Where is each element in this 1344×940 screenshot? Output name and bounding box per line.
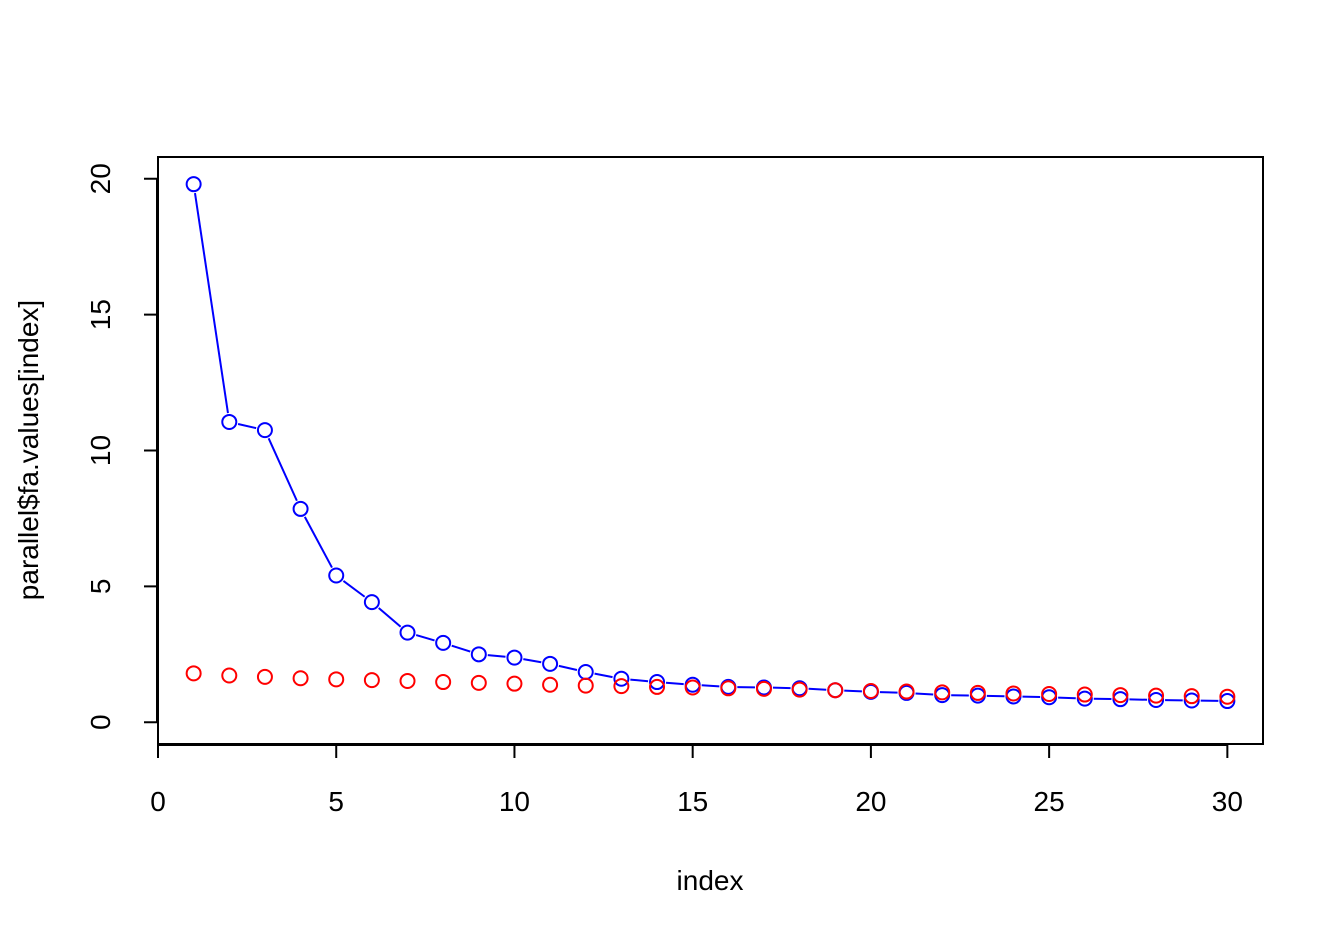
data-point bbox=[827, 682, 844, 699]
series-segment bbox=[378, 607, 402, 628]
data-point bbox=[613, 678, 630, 695]
series-segment bbox=[451, 644, 471, 653]
series-segment bbox=[879, 691, 898, 694]
data-point bbox=[221, 413, 238, 430]
data-point bbox=[1183, 692, 1200, 709]
y-tick-label: 10 bbox=[85, 435, 116, 466]
x-tick-label: 15 bbox=[677, 786, 708, 817]
data-point bbox=[649, 678, 666, 695]
x-axis: 0 5 10 15 20 25 30 bbox=[150, 744, 1243, 817]
series-segment bbox=[487, 654, 506, 658]
y-tick-label: 5 bbox=[85, 579, 116, 595]
data-point bbox=[185, 176, 202, 193]
data-point bbox=[328, 671, 345, 688]
data-point bbox=[1183, 688, 1200, 705]
data-point bbox=[1041, 689, 1058, 706]
series-layer bbox=[185, 176, 1236, 710]
data-point bbox=[256, 668, 273, 685]
series-segment bbox=[665, 681, 684, 686]
data-point bbox=[256, 422, 273, 439]
x-tick-label: 25 bbox=[1034, 786, 1065, 817]
data-point bbox=[969, 684, 986, 701]
data-point bbox=[1005, 685, 1022, 702]
data-point bbox=[755, 680, 772, 697]
y-tick-label: 20 bbox=[85, 163, 116, 194]
data-point bbox=[1219, 693, 1236, 710]
data-point bbox=[1041, 685, 1058, 702]
data-point bbox=[435, 634, 452, 651]
data-point bbox=[221, 667, 238, 684]
data-point bbox=[185, 665, 202, 682]
data-point bbox=[577, 677, 594, 694]
x-axis-label: index bbox=[677, 865, 744, 896]
data-point bbox=[399, 624, 416, 641]
data-point bbox=[684, 679, 701, 696]
series-segment bbox=[303, 516, 333, 569]
data-point bbox=[363, 672, 380, 689]
data-point bbox=[1148, 687, 1165, 704]
data-point bbox=[862, 683, 879, 700]
x-tick-label: 0 bbox=[150, 786, 166, 817]
x-tick-label: 20 bbox=[855, 786, 886, 817]
y-axis: 0 5 10 15 20 bbox=[85, 163, 158, 730]
data-point bbox=[934, 684, 951, 701]
data-point bbox=[292, 670, 309, 687]
series-segment bbox=[1058, 696, 1076, 700]
x-tick-label: 5 bbox=[328, 786, 344, 817]
y-tick-label: 15 bbox=[85, 299, 116, 330]
data-point bbox=[1148, 691, 1165, 708]
series-segment bbox=[915, 692, 934, 696]
data-point bbox=[613, 670, 630, 687]
series-segment bbox=[701, 684, 720, 688]
series-segment bbox=[844, 689, 862, 693]
series-segment bbox=[415, 634, 435, 642]
series-segment bbox=[267, 437, 298, 502]
series-segment bbox=[630, 678, 649, 683]
series-segment bbox=[342, 580, 366, 598]
series-segment bbox=[558, 664, 578, 671]
y-tick-label: 0 bbox=[85, 714, 116, 730]
plot-box bbox=[157, 156, 1264, 745]
data-point bbox=[577, 663, 594, 680]
data-point bbox=[292, 500, 309, 517]
data-point bbox=[470, 646, 487, 663]
series-segment bbox=[193, 192, 229, 414]
data-point bbox=[328, 567, 345, 584]
series-1 bbox=[185, 176, 1236, 710]
data-point bbox=[1112, 691, 1129, 708]
x-tick-label: 10 bbox=[499, 786, 530, 817]
data-point bbox=[542, 676, 559, 693]
data-point bbox=[898, 683, 915, 700]
data-point bbox=[649, 674, 666, 691]
data-point bbox=[506, 675, 523, 692]
series-2 bbox=[185, 665, 1236, 705]
data-point bbox=[720, 680, 737, 697]
data-point bbox=[1076, 686, 1093, 703]
data-point bbox=[363, 594, 380, 611]
data-point bbox=[1219, 688, 1236, 705]
data-point bbox=[399, 672, 416, 689]
data-point bbox=[435, 674, 452, 691]
data-point bbox=[470, 674, 487, 691]
data-point bbox=[542, 655, 559, 672]
data-point bbox=[506, 649, 523, 666]
data-point bbox=[1112, 687, 1129, 704]
series-segment bbox=[808, 687, 827, 691]
series-segment bbox=[523, 658, 542, 664]
data-point bbox=[791, 681, 808, 698]
series-segment bbox=[237, 422, 257, 430]
x-tick-label: 30 bbox=[1212, 786, 1243, 817]
series-segment bbox=[594, 672, 613, 679]
y-axis-label: parallel$fa.values[index] bbox=[13, 300, 44, 600]
data-point bbox=[1076, 690, 1093, 707]
